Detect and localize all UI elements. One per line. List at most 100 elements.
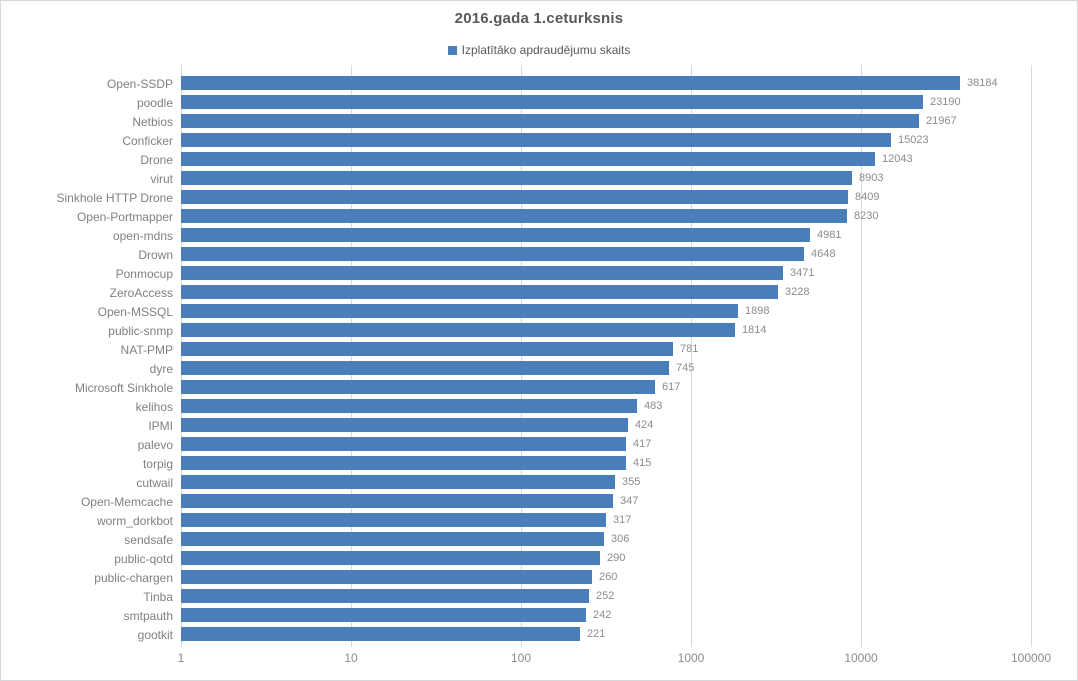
bar-value-label: 745: [676, 362, 695, 374]
bar-value-label: 1898: [745, 305, 770, 317]
bar-open-mdns: [181, 228, 810, 242]
bar-value-label: 3228: [785, 286, 810, 298]
category-label: gootkit: [137, 628, 173, 642]
bar-value-label: 4981: [817, 229, 842, 241]
bar-value-label: 3471: [790, 267, 815, 279]
bar-value-label: 12043: [882, 153, 913, 165]
category-label: Open-SSDP: [106, 77, 173, 91]
bar-Drone: [181, 152, 875, 166]
category-label: worm_dorkbot: [96, 514, 173, 528]
bar-value-label: 417: [633, 438, 652, 450]
bar-value-label: 347: [620, 495, 639, 507]
bar-smtpauth: [181, 608, 586, 622]
category-label: Netbios: [132, 115, 173, 129]
x-axis-tick-label: 100: [510, 651, 532, 665]
bar-torpig: [181, 456, 626, 470]
bar-value-label: 15023: [898, 134, 929, 146]
bar-dyre: [181, 361, 669, 375]
x-axis-tick-label: 100000: [1010, 651, 1052, 665]
gridline-x-10: [351, 65, 352, 647]
category-label: Open-Portmapper: [76, 210, 173, 224]
bar-value-label: 317: [613, 514, 632, 526]
bar-ZeroAccess: [181, 285, 778, 299]
bar-value-label: 617: [662, 381, 681, 393]
category-label: Tinba: [143, 590, 173, 604]
bar-Sinkhole HTTP Drone: [181, 190, 848, 204]
bar-Ponmocup: [181, 266, 783, 280]
bar-value-label: 38184: [967, 77, 998, 89]
bar-value-label: 23190: [930, 96, 961, 108]
bar-value-label: 290: [607, 552, 626, 564]
gridline-x-100: [521, 65, 522, 647]
bar-value-label: 424: [635, 419, 654, 431]
bar-value-label: 4648: [811, 248, 836, 260]
category-label: NAT-PMP: [120, 343, 173, 357]
category-label: dyre: [149, 362, 173, 376]
bar-value-label: 8903: [859, 172, 884, 184]
bar-value-label: 21967: [926, 115, 957, 127]
category-label: Sinkhole HTTP Drone: [56, 191, 174, 205]
bar-value-label: 781: [680, 343, 699, 355]
category-label: kelihos: [135, 400, 173, 414]
category-label: Open-Memcache: [80, 495, 173, 509]
bar-value-label: 483: [644, 400, 663, 412]
bar-poodle: [181, 95, 923, 109]
category-label: Microsoft Sinkhole: [74, 381, 173, 395]
bar-kelihos: [181, 399, 637, 413]
bar-Microsoft Sinkhole: [181, 380, 655, 394]
bar-virut: [181, 171, 852, 185]
gridline-x-10000: [861, 65, 862, 647]
chart-title: 2016.gada 1.ceturksnis: [454, 10, 624, 27]
category-label: open-mdns: [112, 229, 173, 243]
legend-label: Izplatītāko apdraudējumu skaits: [461, 43, 631, 57]
bar-public-snmp: [181, 323, 735, 337]
x-axis-tick-label: 1000: [677, 651, 705, 665]
bar-Open-MSSQL: [181, 304, 738, 318]
bar-value-label: 8230: [854, 210, 879, 222]
legend: Izplatītāko apdraudējumu skaits: [1, 43, 1077, 57]
x-axis-tick-label: 10000: [844, 651, 878, 665]
category-label: public-snmp: [108, 324, 173, 338]
category-label: Drown: [138, 248, 173, 262]
bar-public-chargen: [181, 570, 592, 584]
bar-value-label: 252: [596, 590, 615, 602]
category-label: ZeroAccess: [109, 286, 173, 300]
bar-value-label: 415: [633, 457, 652, 469]
gridline-x-1: [181, 65, 182, 647]
bar-sendsafe: [181, 532, 604, 546]
category-label: public-chargen: [94, 571, 173, 585]
bar-value-label: 242: [593, 609, 612, 621]
bar-worm_dorkbot: [181, 513, 606, 527]
bar-IPMI: [181, 418, 628, 432]
bar-value-label: 1814: [742, 324, 767, 336]
x-axis-tick-label: 10: [344, 651, 358, 665]
category-label: Ponmocup: [115, 267, 173, 281]
category-label: smtpauth: [123, 609, 173, 623]
bar-value-label: 221: [587, 628, 606, 640]
bar-NAT-PMP: [181, 342, 673, 356]
bar-gootkit: [181, 627, 580, 641]
bar-Open-SSDP: [181, 76, 960, 90]
gridline-x-1000: [691, 65, 692, 647]
category-label: virut: [150, 172, 173, 186]
bar-palevo: [181, 437, 626, 451]
category-label: palevo: [137, 438, 173, 452]
bar-Open-Memcache: [181, 494, 613, 508]
category-label: poodle: [136, 96, 173, 110]
bar-value-label: 306: [611, 533, 630, 545]
x-axis-tick-label: 1: [177, 651, 185, 665]
category-label: IPMI: [148, 419, 173, 433]
bar-Conficker: [181, 133, 891, 147]
category-label: Drone: [140, 153, 173, 167]
category-label: Conficker: [122, 134, 173, 148]
category-label: torpig: [142, 457, 173, 471]
category-label: cutwail: [136, 476, 173, 490]
bar-cutwail: [181, 475, 615, 489]
gridline-x-100000: [1031, 65, 1032, 647]
bar-Open-Portmapper: [181, 209, 847, 223]
legend-marker-icon: [447, 46, 457, 55]
bar-Tinba: [181, 589, 589, 603]
bar-value-label: 260: [599, 571, 618, 583]
